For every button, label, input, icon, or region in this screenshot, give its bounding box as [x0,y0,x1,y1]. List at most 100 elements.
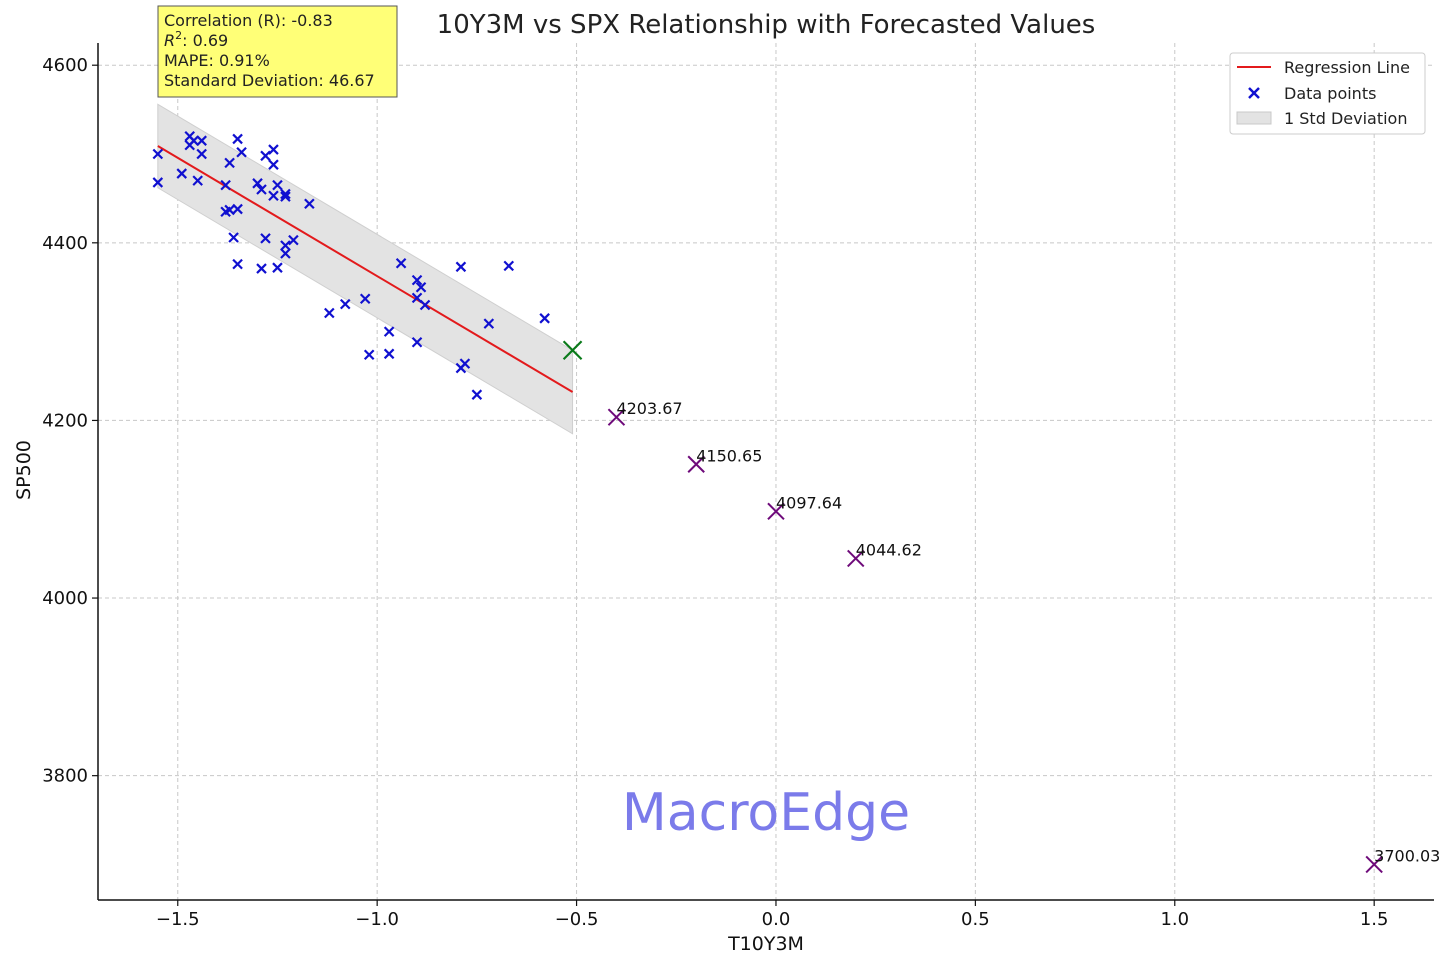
stat-std-dev: Standard Deviation: 46.67 [164,71,375,90]
data-point [228,232,239,243]
data-point-stroke-b [280,191,291,202]
data-point [419,299,431,311]
data-point [268,144,279,155]
stat-r2: R2: 0.69 [164,29,228,50]
data-point-stroke-b [232,203,243,215]
data-point-stroke-b [188,135,199,146]
legend-band-swatch [1236,111,1272,125]
data-point [272,179,283,191]
data-point [411,274,423,286]
data-point [539,313,550,324]
data-point-stroke-b [252,178,263,189]
data-point [176,168,188,179]
data-point [152,148,164,160]
forecast-point [1365,855,1383,874]
data-point-stroke-b [503,260,515,272]
data-point [280,248,291,259]
stats-box-bg [157,5,398,98]
data-point-stroke-b [152,148,164,160]
forecast-point [687,455,705,473]
data-point-stroke-b [288,234,299,246]
data-point-stroke-b [272,179,283,191]
data-point [196,148,207,160]
data-point-stroke-b [324,307,335,319]
chart-title: 10Y3M vs SPX Relationship with Forecaste… [437,10,1096,40]
data-point-stroke-b [268,190,279,202]
data-point-stroke-b [539,313,550,324]
data-point-stroke-b [395,257,407,269]
data-point [188,135,199,146]
forecast-label: 4150.65 [696,446,762,465]
forecast-point [847,549,865,568]
forecast-point-stroke-b [847,549,865,568]
data-point [252,178,263,189]
data-point-stroke-b [152,177,164,188]
data-point [268,190,279,202]
data-point-stroke-b [455,362,467,374]
y-tick-label: 4200 [42,410,88,431]
forecast-point-stroke-b [607,408,626,426]
data-point-stroke-b [268,159,279,170]
data-point-stroke-b [260,150,271,162]
x-tick-label: 1.5 [1360,909,1389,930]
forecast-layer: 4203.67 4150.65 4097.64 4044.62 3700.03 [562,340,1440,874]
y-tick-label: 4600 [42,55,88,76]
data-point [256,263,267,274]
data-point-stroke-b [483,318,495,329]
data-point-stroke-b [176,168,188,179]
x-tick-label: 0.5 [961,909,990,930]
data-point-stroke-b [359,293,371,305]
data-point [224,157,235,169]
x-axis-label: T10Y3M [727,933,804,955]
data-point [363,349,375,360]
y-tick-label: 3800 [42,766,88,787]
data-point [260,233,271,244]
data-point-stroke-b [411,274,423,286]
data-point-stroke-b [419,299,431,311]
forecast-label: 4203.67 [616,399,682,418]
watermark: MacroEdge [622,783,910,843]
x-tick-label: −0.5 [555,909,599,930]
data-point-stroke-b [304,198,315,210]
x-tick-label: −1.5 [156,909,200,930]
data-point-stroke-b [236,146,247,158]
data-point-stroke-b [272,262,283,273]
data-point-stroke-b [280,248,291,259]
stat-mape: MAPE: 0.91% [164,51,270,70]
data-point [471,389,483,400]
current-point-stroke-b [562,340,583,361]
data-point-stroke-b [383,348,395,360]
data-point [256,184,267,195]
data-point-stroke-b [256,184,267,195]
stat-r2-value: : 0.69 [182,31,228,50]
data-point [232,258,243,270]
data-point [415,281,427,293]
data-point-stroke-b [280,240,291,251]
data-point-stroke-b [411,337,423,348]
legend-points-label: Data points [1284,84,1376,103]
data-point-stroke-b [268,144,279,155]
legend-frame [1229,52,1426,135]
data-point [280,188,291,200]
data-point-stroke-b [224,157,235,169]
legend: Regression Line Data points 1 Std Deviat… [1229,52,1426,135]
x-tick-label: 1.0 [1160,909,1189,930]
data-point-stroke-b [411,292,423,304]
data-point [339,298,351,310]
forecast-point-stroke-b [1365,855,1383,874]
data-point-stroke-b [471,389,483,400]
legend-band-label: 1 Std Deviation [1284,109,1407,128]
data-point-stroke-b [196,148,207,160]
data-point-stroke-b [220,179,231,191]
data-point-stroke-b [224,204,235,216]
x-tick-label: −1.0 [355,909,399,930]
forecast-point [607,408,626,426]
data-point-stroke-b [415,281,427,293]
data-point [220,179,231,191]
stat-correlation: Correlation (R): -0.83 [164,11,333,30]
data-point [280,191,291,202]
legend-regression-label: Regression Line [1284,58,1410,77]
data-point-stroke-b [232,258,243,270]
data-point [288,234,299,246]
forecast-label: 4044.62 [856,540,922,559]
